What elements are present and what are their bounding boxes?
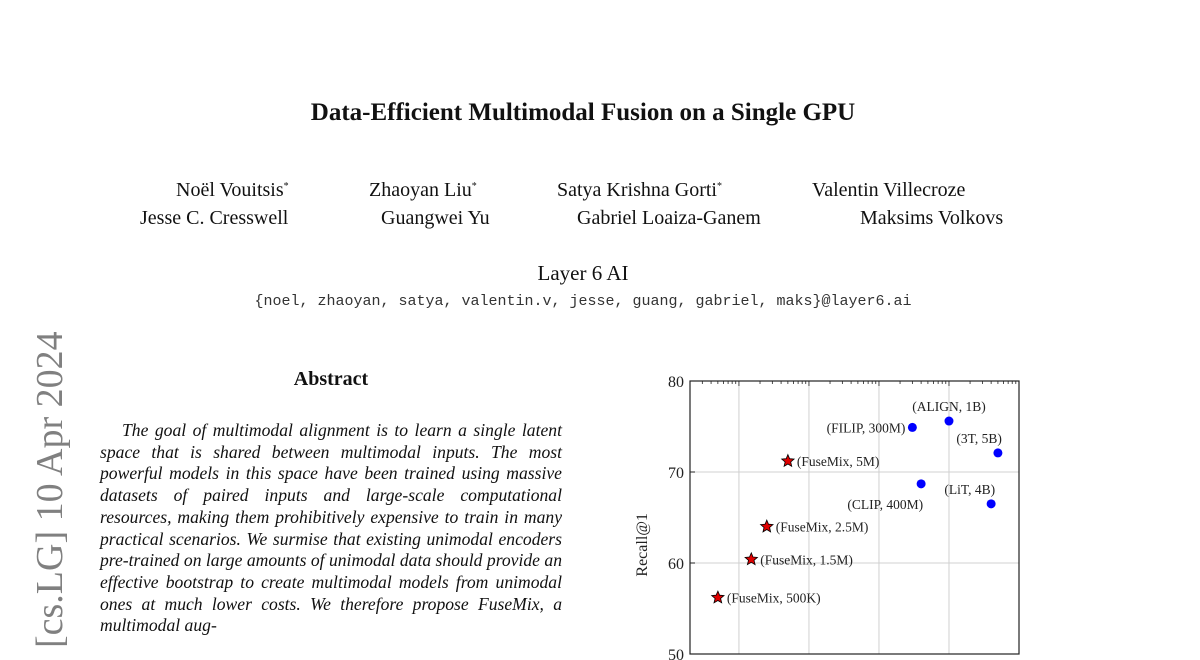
abstract-text: The goal of multimodal alignment is to l…	[100, 420, 562, 636]
author-name: Valentin Villecroze	[812, 179, 966, 201]
y-axis-label: Recall@1	[634, 513, 651, 577]
author-name: Satya Krishna Gorti	[557, 179, 717, 201]
affiliation: Layer 6 AI	[537, 261, 629, 285]
author-name: Maksims Volkovs	[860, 207, 1004, 229]
baseline-point	[986, 499, 996, 509]
author-name: Zhaoyan Liu	[369, 179, 472, 201]
author-name: Gabriel Loaiza-Ganem	[577, 207, 761, 229]
author: Maksims Volkovs	[860, 207, 1003, 230]
point-label: (FuseMix, 2.5M)	[776, 520, 869, 535]
author-name: Jesse C. Cresswell	[140, 207, 289, 229]
y-tick-label: 70	[668, 465, 684, 482]
abstract-heading: Abstract	[293, 368, 369, 390]
baseline-point	[944, 416, 954, 426]
point-label: (CLIP, 400M)	[847, 497, 923, 512]
baseline-point	[916, 479, 926, 489]
point-label: (FuseMix, 1.5M)	[760, 552, 853, 567]
scatter-chart: 50 60 70 80 Recall@1 (FuseMix, 500K) (FuseMix,…	[634, 374, 1020, 660]
author: Guangwei Yu	[381, 207, 490, 230]
baseline-point	[907, 422, 917, 432]
author: Noël Vouitsis*	[176, 179, 289, 202]
author-emails: {noel, zhaoyan, satya, valentin.v, jesse…	[254, 293, 912, 310]
point-label: (3T, 5B)	[956, 431, 1002, 446]
equal-contribution-mark: *	[283, 181, 289, 192]
author: Zhaoyan Liu*	[369, 179, 477, 202]
author: Gabriel Loaiza-Ganem	[577, 207, 761, 230]
y-tick-label: 80	[668, 374, 684, 391]
point-label: (FILIP, 300M)	[827, 420, 906, 435]
baseline-point	[993, 448, 1003, 458]
y-tick-label: 60	[668, 556, 684, 573]
equal-contribution-mark: *	[471, 181, 477, 192]
author-name: Noël Vouitsis	[176, 179, 284, 201]
equal-contribution-mark: *	[716, 181, 722, 192]
point-label: (FuseMix, 5M)	[797, 454, 880, 469]
arxiv-stamp: [cs.LG] 10 Apr 2024	[29, 331, 71, 648]
fusemix-point	[780, 453, 796, 468]
author-name: Guangwei Yu	[381, 207, 490, 229]
fusemix-point	[759, 519, 774, 533]
paper-title: Data-Efficient Multimodal Fusion on a Si…	[310, 99, 856, 126]
author: Satya Krishna Gorti*	[557, 179, 722, 202]
author: Jesse C. Cresswell	[140, 207, 288, 230]
point-label: (FuseMix, 500K)	[727, 591, 821, 606]
author: Valentin Villecroze	[812, 179, 965, 202]
fusemix-point	[744, 551, 759, 566]
point-label: (ALIGN, 1B)	[912, 399, 986, 414]
point-label: (LiT, 4B)	[944, 482, 995, 497]
fusemix-point	[710, 590, 725, 604]
y-tick-label: 50	[668, 647, 684, 660]
